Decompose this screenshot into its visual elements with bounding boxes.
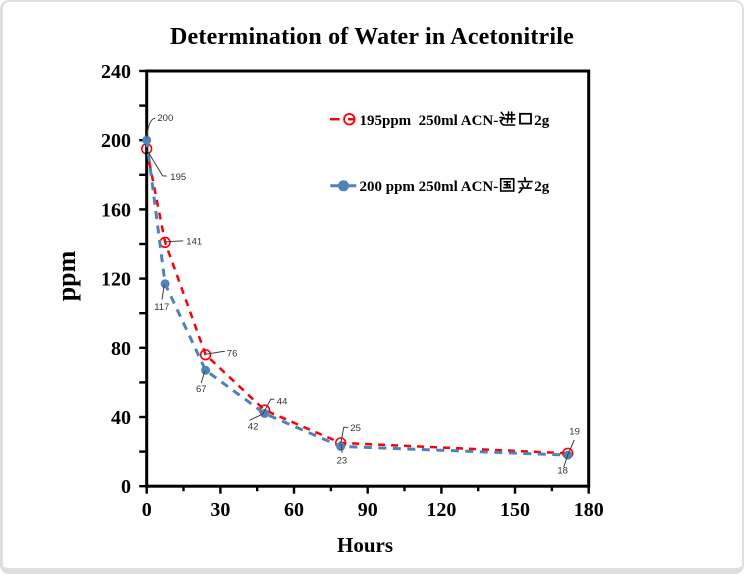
svg-text:240: 240 <box>101 61 131 83</box>
svg-text:19: 19 <box>569 427 580 438</box>
svg-text:76: 76 <box>227 348 238 359</box>
svg-text:18: 18 <box>557 466 568 477</box>
svg-text:200 ppm 250ml ACN-: 200 ppm 250ml ACN- <box>360 179 499 195</box>
svg-text:23: 23 <box>337 455 348 466</box>
svg-text:30: 30 <box>210 499 230 521</box>
svg-text:2g: 2g <box>534 113 550 129</box>
svg-text:Determination of Water in Acet: Determination of Water in Acetonitrile <box>170 24 574 50</box>
svg-text:0: 0 <box>142 499 152 521</box>
svg-text:60: 60 <box>284 499 304 521</box>
svg-text:25: 25 <box>350 423 361 434</box>
svg-text:141: 141 <box>186 237 202 248</box>
svg-text:117: 117 <box>154 302 169 313</box>
svg-text:Hours: Hours <box>337 533 393 557</box>
svg-text:200: 200 <box>157 113 173 124</box>
svg-text:180: 180 <box>574 499 604 521</box>
svg-text:120: 120 <box>426 499 456 521</box>
svg-text:67: 67 <box>196 384 207 395</box>
svg-text:120: 120 <box>101 269 131 291</box>
svg-text:2g: 2g <box>534 179 550 195</box>
svg-text:160: 160 <box>101 199 131 221</box>
svg-text:44: 44 <box>277 397 288 408</box>
svg-text:80: 80 <box>111 338 131 360</box>
svg-text:195ppm 250ml ACN-: 195ppm 250ml ACN- <box>360 113 499 129</box>
svg-text:200: 200 <box>101 130 131 152</box>
svg-text:40: 40 <box>111 407 131 429</box>
svg-text:0: 0 <box>121 476 131 498</box>
svg-text:ppm: ppm <box>52 250 81 301</box>
svg-text:90: 90 <box>358 499 378 521</box>
svg-text:150: 150 <box>500 499 530 521</box>
svg-text:195: 195 <box>170 172 186 183</box>
svg-text:42: 42 <box>248 422 259 433</box>
